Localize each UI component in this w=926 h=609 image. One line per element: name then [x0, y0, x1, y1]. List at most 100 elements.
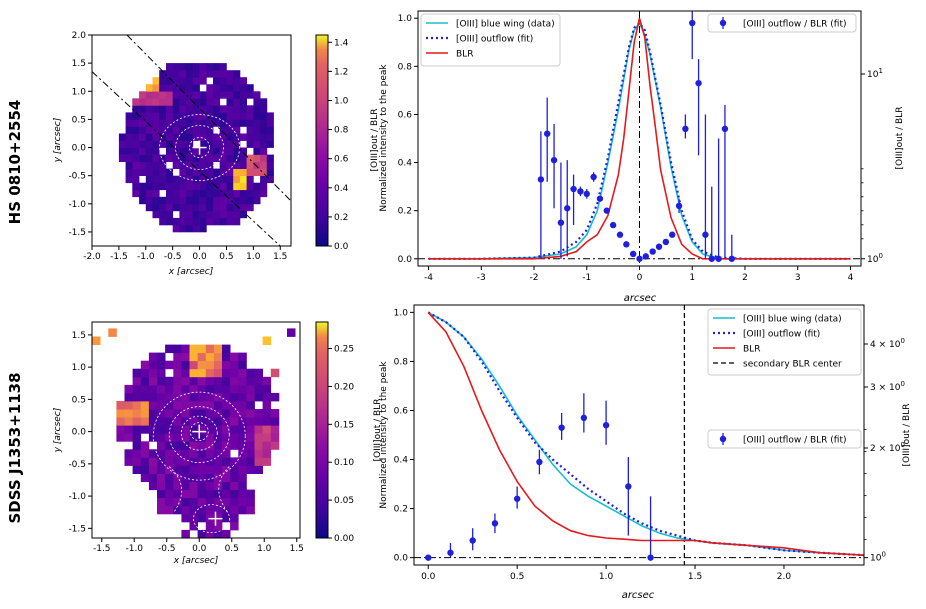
- map-pixel: [152, 182, 160, 191]
- map-pixel: [179, 126, 187, 134]
- colorbar-tick-label: 0.2: [334, 213, 348, 223]
- map-pixel: [222, 433, 231, 442]
- map-pixel: [213, 425, 223, 434]
- map-pixel: [186, 112, 194, 120]
- ratio-point: [668, 231, 676, 238]
- map-pixel: [148, 425, 158, 434]
- map-pixel: [189, 449, 198, 458]
- map-pixel: [219, 70, 227, 78]
- map-pixel: [152, 175, 160, 184]
- map-pixel: [213, 175, 221, 184]
- map-pixel: [181, 368, 190, 378]
- map-pixel: [139, 91, 147, 99]
- map-pixel: [189, 457, 198, 466]
- map-pixel: [181, 409, 190, 418]
- map-pixel: [192, 112, 200, 120]
- map-pixel: [159, 70, 167, 78]
- x-tick-label: -0.5: [164, 252, 182, 262]
- map-pixel: [157, 417, 166, 426]
- top-colorbar-ticks: 0.0 0.2 0.4 0.6 0.8 1.0 1.2 1.4: [328, 38, 349, 252]
- map-pixel: [219, 189, 227, 198]
- map-pixel: [139, 168, 147, 176]
- legend-label: BLR: [456, 50, 473, 60]
- map-pixel: [260, 119, 268, 127]
- map-pixel: [222, 513, 231, 523]
- map-pixel: [222, 529, 231, 539]
- map-pixel: [157, 425, 166, 434]
- ratio-point: [570, 185, 577, 193]
- map-pixel: [192, 77, 200, 85]
- map-pixel: [239, 154, 247, 162]
- map-pixel: [197, 376, 207, 386]
- map-pixel: [213, 154, 221, 162]
- map-pixel: [145, 196, 153, 205]
- map-pixel: [254, 392, 263, 402]
- map-pixel: [206, 126, 214, 134]
- colorbar-tick-label: 0.8: [334, 126, 349, 136]
- map-pixel: [205, 376, 215, 386]
- ratio-point: [616, 231, 624, 238]
- colorbar-tick-label: 0.05: [334, 496, 354, 506]
- slit-line: [126, 34, 292, 202]
- x-tick-label: 0.5: [510, 572, 524, 582]
- map-pixel: [246, 126, 254, 134]
- map-pixel: [140, 384, 150, 394]
- map-pixel: [172, 203, 180, 212]
- map-pixel: [173, 384, 182, 394]
- map-pixel: [189, 392, 198, 402]
- map-pixel: [266, 161, 274, 169]
- map-pixel: [205, 425, 215, 434]
- map-pixel: [238, 376, 247, 386]
- map-pixel: [253, 196, 261, 205]
- map-pixel: [172, 224, 180, 233]
- map-pixel: [226, 154, 234, 162]
- map-pixel: [253, 147, 261, 155]
- ratio-point: [544, 130, 551, 137]
- contour-line: [189, 422, 209, 442]
- contour-line: [168, 466, 230, 512]
- y-tick-label: 0.0: [398, 255, 413, 265]
- map-pixel: [159, 210, 167, 219]
- map-pixel: [145, 154, 153, 162]
- map-pixel: [132, 457, 142, 466]
- map-pixel: [219, 196, 227, 205]
- map-pixel: [186, 119, 194, 127]
- map-pixel: [246, 457, 255, 466]
- map-pixel: [152, 98, 160, 106]
- map-pixel: [148, 401, 158, 410]
- map-pixel: [246, 441, 255, 450]
- map-pixel: [145, 126, 153, 134]
- map-pixel: [148, 481, 158, 491]
- map-pixel: [226, 196, 234, 205]
- map-pixel: [189, 409, 198, 418]
- map-pixel: [205, 392, 215, 402]
- y-tick-label: 1.0: [398, 14, 413, 24]
- map-pixel: [270, 433, 280, 442]
- map-pixel: [213, 344, 223, 354]
- map-pixel: [233, 112, 241, 120]
- map-pixel: [173, 457, 182, 466]
- map-pixel: [205, 433, 215, 442]
- map-pixel: [230, 384, 239, 394]
- map-pixel: [172, 77, 180, 85]
- map-pixel: [152, 119, 160, 127]
- map-pixel: [246, 409, 255, 418]
- map-pixel: [124, 417, 133, 426]
- y-tick-label: 0.8: [394, 357, 409, 367]
- map-pixel: [165, 384, 174, 394]
- contour-line: [159, 114, 240, 181]
- map-pixel: [230, 521, 239, 531]
- map-pixel: [189, 344, 198, 354]
- map-pixel: [165, 489, 174, 499]
- map-pixel: [233, 175, 241, 184]
- map-pixel: [205, 465, 215, 474]
- map-pixel: [206, 182, 214, 191]
- map-pixel: [238, 384, 247, 394]
- x-tick-label: -0.5: [158, 544, 176, 554]
- map-pixel: [159, 217, 167, 226]
- map-pixel: [262, 449, 272, 458]
- map-pixel: [132, 441, 142, 450]
- map-pixel: [262, 409, 272, 418]
- map-pixel: [124, 384, 133, 394]
- map-pixel: [253, 119, 261, 127]
